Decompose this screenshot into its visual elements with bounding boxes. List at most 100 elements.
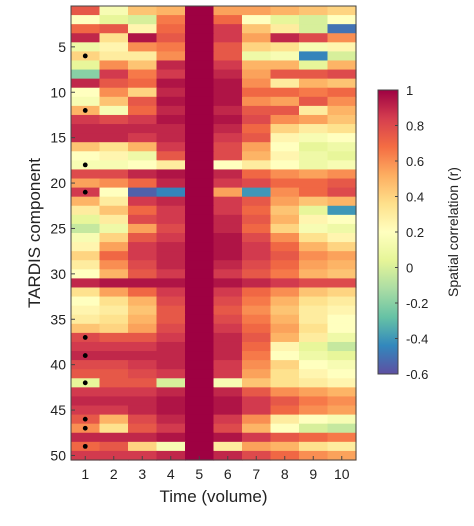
heatmap-cell [128,96,158,107]
heatmap-cell [156,24,186,34]
heatmap-cell [185,15,215,25]
heatmap-cell [270,151,300,161]
heatmap-cell [128,378,158,388]
heatmap-cell [270,105,300,116]
heatmap-cell [156,114,186,125]
plot-frame [70,5,357,461]
heatmap-cell [156,242,186,252]
heatmap-cell [185,160,215,171]
heatmap-cell [128,114,158,125]
heatmap-cell [327,242,357,252]
y-axis-ticks: 5 10 15 20 25 30 35 40 45 50 [50,39,75,463]
heatmap-cell [270,42,300,52]
heatmap-cell [242,6,272,16]
y-tick-label: 25 [50,220,66,236]
heatmap-cell [270,114,300,125]
heatmap-cell [213,260,243,270]
heatmap-cell [213,269,243,279]
heatmap-cell [156,351,186,361]
heatmap-cell [299,341,329,352]
heatmap-cell [213,205,243,216]
heatmap-cell [99,124,129,134]
heatmap-cell [99,387,129,398]
heatmap-cell [213,441,243,452]
heatmap-cell [128,60,158,71]
heatmap-cell [99,432,129,443]
heatmap-cell [156,196,186,207]
heatmap-cell [128,314,158,325]
heatmap-cell [213,196,243,207]
heatmap-cell [270,87,300,98]
heatmap-cell [327,305,357,316]
heatmap-cell [299,69,329,80]
heatmap-cell [99,15,129,25]
heatmap-cell [185,51,215,62]
heatmap-cell [327,341,357,352]
y-tick-label: 10 [50,84,66,100]
heatmap-cell [242,269,272,279]
heatmap-cell [270,187,300,198]
component-marker [82,380,88,386]
heatmap-cell [327,87,357,98]
heatmap-cell [299,423,329,434]
heatmap-cell [156,60,186,71]
heatmap-cell [213,378,243,388]
heatmap-cell [299,278,329,289]
heatmap-cell [128,178,158,189]
x-tick-label: 4 [167,466,175,482]
heatmap-cell [156,178,186,189]
heatmap-cell [213,124,243,134]
heatmap-cell [299,260,329,270]
heatmap-cell [213,33,243,43]
heatmap-cell [99,96,129,107]
heatmap-cell [213,242,243,252]
heatmap-cell [185,269,215,279]
heatmap-cell [242,69,272,80]
heatmap-cell [299,6,329,16]
heatmap-cell [327,233,357,243]
heatmap-cell [185,187,215,198]
component-marker [82,335,88,340]
heatmap-cell [270,242,300,252]
heatmap-cell [299,160,329,171]
heatmap-cell [99,205,129,216]
heatmap-cell [242,33,272,43]
heatmap-cell [327,269,357,279]
heatmap-cell [71,251,101,261]
heatmap-cell [299,269,329,279]
heatmap-cell [156,278,186,289]
heatmap-cell [156,15,186,25]
heatmap-cell [299,151,329,161]
heatmap-cell [128,441,158,452]
heatmap-cell [327,423,357,434]
heatmap-cell [99,87,129,98]
heatmap-cell [213,432,243,443]
heatmap-cell [213,78,243,89]
heatmap-cell [270,96,300,107]
heatmap-cell [185,6,215,16]
heatmap-cell [99,414,129,425]
heatmap-cell [71,260,101,270]
heatmap-cell [185,105,215,116]
heatmap-cell [299,414,329,425]
heatmap-cell [71,6,101,16]
heatmap-cell [213,278,243,289]
heatmap-cell [299,214,329,225]
y-axis-label: TARDIS component [25,158,44,308]
heatmap-cell [299,360,329,370]
heatmap-cell [327,260,357,270]
heatmap-cell [213,178,243,189]
heatmap-cell [327,323,357,334]
heatmap-cell [299,323,329,334]
y-tick-label: 40 [50,357,66,373]
heatmap-cell [327,287,357,298]
heatmap-cell [185,405,215,416]
x-tick-label: 5 [195,466,203,482]
heatmap-cell [327,351,357,361]
heatmap-cell [242,187,272,198]
heatmap-cell [156,133,186,143]
heatmap-cell [71,205,101,216]
heatmap-cell [99,223,129,234]
heatmap-cell [128,160,158,171]
heatmap-cell [128,251,158,261]
